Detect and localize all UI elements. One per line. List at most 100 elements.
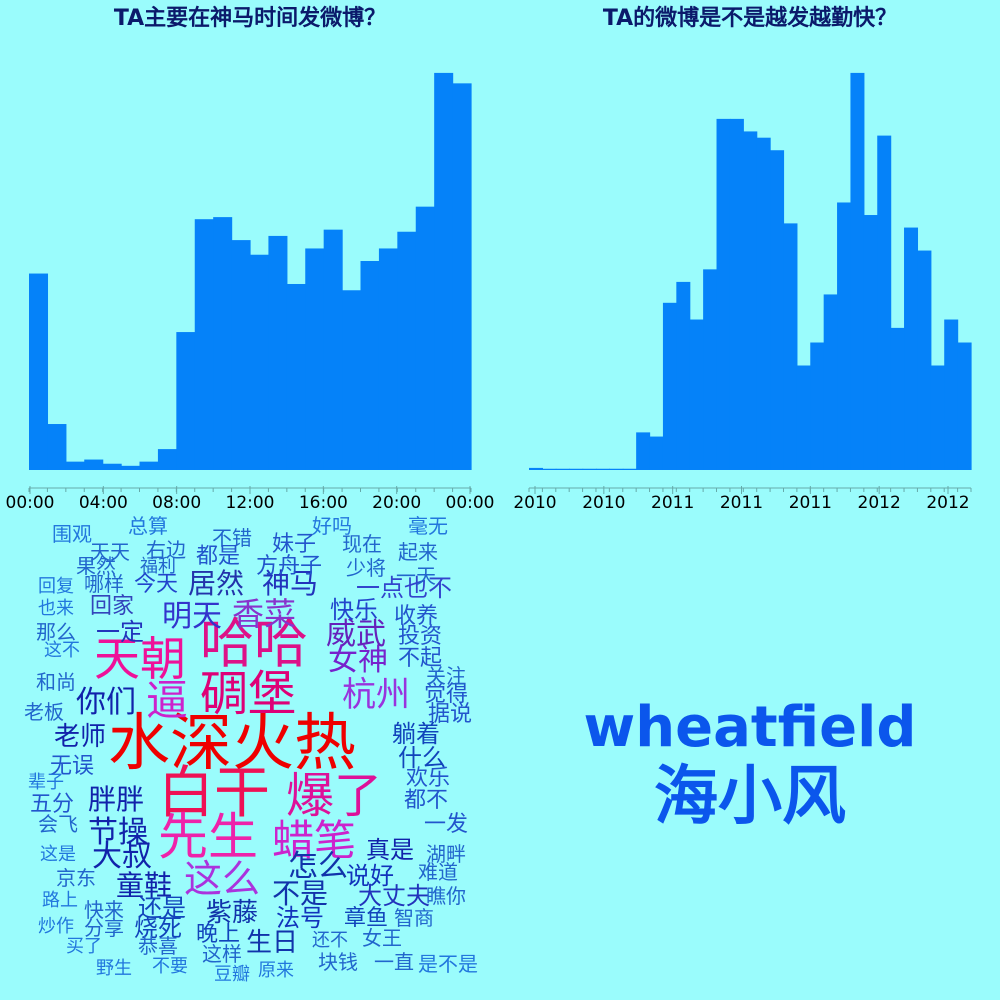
wordcloud-word: 章鱼 xyxy=(344,906,389,931)
wordcloud-word: 今天 xyxy=(134,572,179,597)
histogram-bar xyxy=(231,240,251,470)
histogram-bar xyxy=(157,449,177,470)
wordcloud-word: 还不 xyxy=(312,930,348,951)
histogram-bar xyxy=(84,459,104,470)
histogram-bar xyxy=(139,461,159,470)
wordcloud-word: 生日 xyxy=(246,928,299,958)
wordcloud-word: 都不 xyxy=(404,788,449,813)
wordcloud-word: 也来 xyxy=(38,598,74,619)
wordcloud-word: 收养 xyxy=(394,604,439,629)
histogram-bar xyxy=(890,327,905,470)
histogram-bar xyxy=(47,424,67,470)
wordcloud-word: 块钱 xyxy=(318,950,358,974)
wordcloud-word: 女王 xyxy=(362,926,402,950)
wordcloud-word: 一发 xyxy=(424,812,469,837)
wordcloud-word: 说好 xyxy=(346,862,394,890)
wordcloud-word: 这是 xyxy=(40,844,76,865)
wordcloud-word: 和尚 xyxy=(36,670,76,694)
wordcloud-word: 怎么 xyxy=(288,849,348,884)
wordcloud-word: 还是 xyxy=(138,894,186,922)
histogram-bar xyxy=(305,248,325,470)
wordcloud-word: 湖畔 xyxy=(426,842,466,866)
wordcloud-word: 会飞 xyxy=(38,812,78,836)
user-name-chinese: 海小风 xyxy=(654,760,846,834)
x-tick-label: 20:00 xyxy=(372,493,421,513)
wordcloud-word: 躺着 xyxy=(392,720,440,748)
histogram-bar xyxy=(286,283,306,470)
wordcloud-word: 女神 xyxy=(328,643,388,678)
histogram-bar xyxy=(415,206,435,470)
wordcloud-word: 白干 xyxy=(158,761,270,826)
wordcloud-word: 不是 xyxy=(272,877,329,910)
wordcloud-word: 一天 xyxy=(396,564,436,588)
histogram-bar xyxy=(323,229,343,470)
wordcloud-word: 节操 xyxy=(88,815,148,850)
user-name-english: wheatfield xyxy=(583,695,917,760)
wordcloud-word: 居然 xyxy=(188,567,245,600)
wordcloud-word: 晚上 xyxy=(196,922,241,947)
histogram-bar xyxy=(555,468,570,470)
wordcloud-word: 分享 xyxy=(84,916,124,940)
wordcloud-word: 老师 xyxy=(54,722,107,752)
wordcloud-word: 买了 xyxy=(66,936,102,957)
wordcloud-word: 果然 xyxy=(76,554,116,578)
wordcloud-word: 回家 xyxy=(90,594,135,619)
x-tick-label: 16:00 xyxy=(299,493,348,513)
wordcloud-word: 不起 xyxy=(398,646,443,671)
wordcloud-word: 蜡笔 xyxy=(272,816,357,865)
wordcloud-word: 总算 xyxy=(128,514,168,538)
wordcloud-word: 现在 xyxy=(342,532,382,556)
histogram-bar xyxy=(850,72,865,471)
wordcloud-word: 香菜 xyxy=(232,595,297,633)
wordcloud-word: 京东 xyxy=(56,866,96,890)
wordcloud-word: 欢乐 xyxy=(406,766,451,791)
histogram-bar xyxy=(378,248,398,470)
wordcloud-word: 智商 xyxy=(394,906,434,930)
wordcloud-word: 哈哈 xyxy=(200,612,308,675)
wordcloud-word: 围观 xyxy=(52,522,92,546)
wordcloud-word: 炒作 xyxy=(38,916,74,937)
wordcloud-word: 老板 xyxy=(24,700,64,724)
word-cloud: 水深火热 白干 爆了 哈哈 天朝 碉堡逼先生 蜡笔 这么 杭州 女神 威武 香菜 明天 居然 神马 一点也不快… xyxy=(0,512,500,1000)
wordcloud-word: 天天 xyxy=(90,540,130,564)
histogram-bar xyxy=(783,223,798,470)
date-chart-title: TA的微博是不是越发越勤快？ xyxy=(602,6,898,31)
histogram-bar xyxy=(662,302,677,470)
histogram-bar xyxy=(796,365,811,470)
wordcloud-word: 那么 xyxy=(36,620,76,644)
histogram-bar xyxy=(689,319,704,470)
wordcloud-word: 无误 xyxy=(50,754,95,779)
histogram-bar xyxy=(176,332,196,470)
wordcloud-word: 起来 xyxy=(398,540,438,564)
wordcloud-word: 毫无 xyxy=(408,514,448,538)
wordcloud-word: 据说 xyxy=(428,702,473,727)
histogram-bar xyxy=(434,72,454,471)
histogram-bar xyxy=(770,150,785,471)
histogram-bar xyxy=(569,468,584,470)
wordcloud-word: 这么 xyxy=(184,857,261,901)
hour-chart-title: TA主要在神马时间发微博？ xyxy=(113,6,387,31)
wordcloud-word: 快乐 xyxy=(330,596,378,624)
wordcloud-word: 什么 xyxy=(398,744,446,772)
wordcloud-word: 辈子 xyxy=(28,772,64,793)
histogram-bar xyxy=(917,250,932,470)
date-histogram: 2010 2010 2011 2011 2011 2012 2012 xyxy=(513,72,972,513)
wordcloud-word: 碉堡 xyxy=(200,666,297,722)
histogram-bar xyxy=(342,290,362,470)
histogram-bar xyxy=(863,215,878,470)
wordcloud-word: 这不 xyxy=(44,640,80,661)
wordcloud-word: 杭州 xyxy=(342,675,410,715)
histogram-bar xyxy=(944,319,959,470)
wordcloud-word: 投资 xyxy=(398,624,443,649)
wordcloud-word: 回复 xyxy=(38,576,74,597)
histogram-bar xyxy=(877,135,892,470)
histogram-bar xyxy=(595,468,610,470)
histogram-bar xyxy=(703,269,718,470)
wordcloud-word: 胖胖 xyxy=(88,783,145,816)
x-tick-label: 2010 xyxy=(513,493,556,513)
wordcloud-word: 方舟子 xyxy=(256,554,323,579)
histogram-bar xyxy=(716,118,731,470)
histogram-bar xyxy=(649,436,664,470)
x-tick-label: 2011 xyxy=(789,493,832,513)
histogram-bar xyxy=(636,432,651,470)
